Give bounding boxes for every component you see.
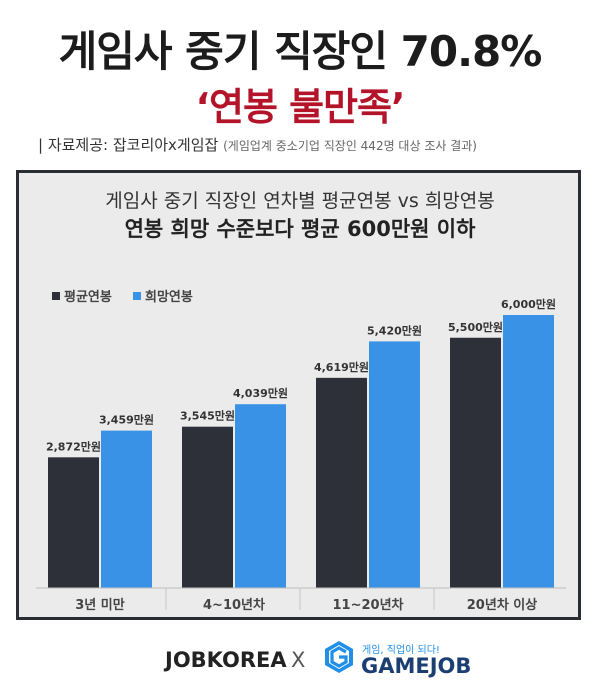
data-label-desired-0: 3,459만원 xyxy=(99,413,154,427)
chart-subtitle: 연봉 희망 수준보다 평균 600만원 이하 xyxy=(124,217,476,241)
bar-desired-0 xyxy=(101,430,152,588)
chart-title: 게임사 중기 직장인 연차별 평균연봉 vs 희망연봉 xyxy=(105,190,495,212)
legend-label-average: 평균연봉 xyxy=(64,290,112,305)
bar-desired-1 xyxy=(235,404,286,588)
data-label-desired-3: 6,000만원 xyxy=(501,297,556,311)
subheadline: ‘연봉 불만족’ xyxy=(195,85,406,129)
source-note: (게임업계 중소기업 직장인 442명 대상 조사 결과) xyxy=(223,139,477,153)
source-label: | 자료제공: 잡코리아x게임잡 xyxy=(38,136,219,154)
gamejob-hex-icon xyxy=(325,641,353,673)
bar-average-0 xyxy=(48,457,99,588)
legend-swatch-average xyxy=(52,291,60,300)
data-label-desired-1: 4,039만원 xyxy=(233,386,288,400)
footer: JOBKOREA X 게임, 직업이 되다! GAMEJOB xyxy=(0,640,600,680)
x-tick-label-0: 3년 미만 xyxy=(75,597,124,613)
data-label-average-2: 4,619만원 xyxy=(314,360,369,374)
bar-average-1 xyxy=(182,426,233,588)
legend-label-desired: 희망연봉 xyxy=(145,290,193,305)
legend-item-average: 평균연봉 xyxy=(52,286,112,305)
data-label-average-3: 5,500만원 xyxy=(448,320,503,334)
headline: 게임사 중기 직장인 70.8% xyxy=(58,27,543,76)
data-label-average-0: 2,872만원 xyxy=(46,439,101,453)
source-line: | 자료제공: 잡코리아x게임잡 (게임업계 중소기업 직장인 442명 대상 … xyxy=(38,134,477,155)
data-label-average-1: 3,545만원 xyxy=(180,409,235,423)
bar-average-3 xyxy=(450,337,501,588)
bar-average-2 xyxy=(316,377,367,588)
legend-swatch-desired xyxy=(133,291,141,300)
times-sign: X xyxy=(291,648,306,672)
x-tick-label-2: 11~20년차 xyxy=(333,597,404,613)
jobkorea-logo: JOBKOREA xyxy=(165,648,287,672)
legend-item-desired: 희망연봉 xyxy=(133,286,193,305)
gamejob-logo: GAMEJOB xyxy=(361,654,472,678)
bar-desired-3 xyxy=(503,315,554,588)
bar-desired-2 xyxy=(369,341,420,588)
x-tick-label-3: 20년차 이상 xyxy=(467,597,537,613)
data-label-desired-2: 5,420만원 xyxy=(367,323,422,337)
gamejob-tagline: 게임, 직업이 되다! xyxy=(362,645,440,656)
x-tick-label-1: 4~10년차 xyxy=(203,597,265,613)
